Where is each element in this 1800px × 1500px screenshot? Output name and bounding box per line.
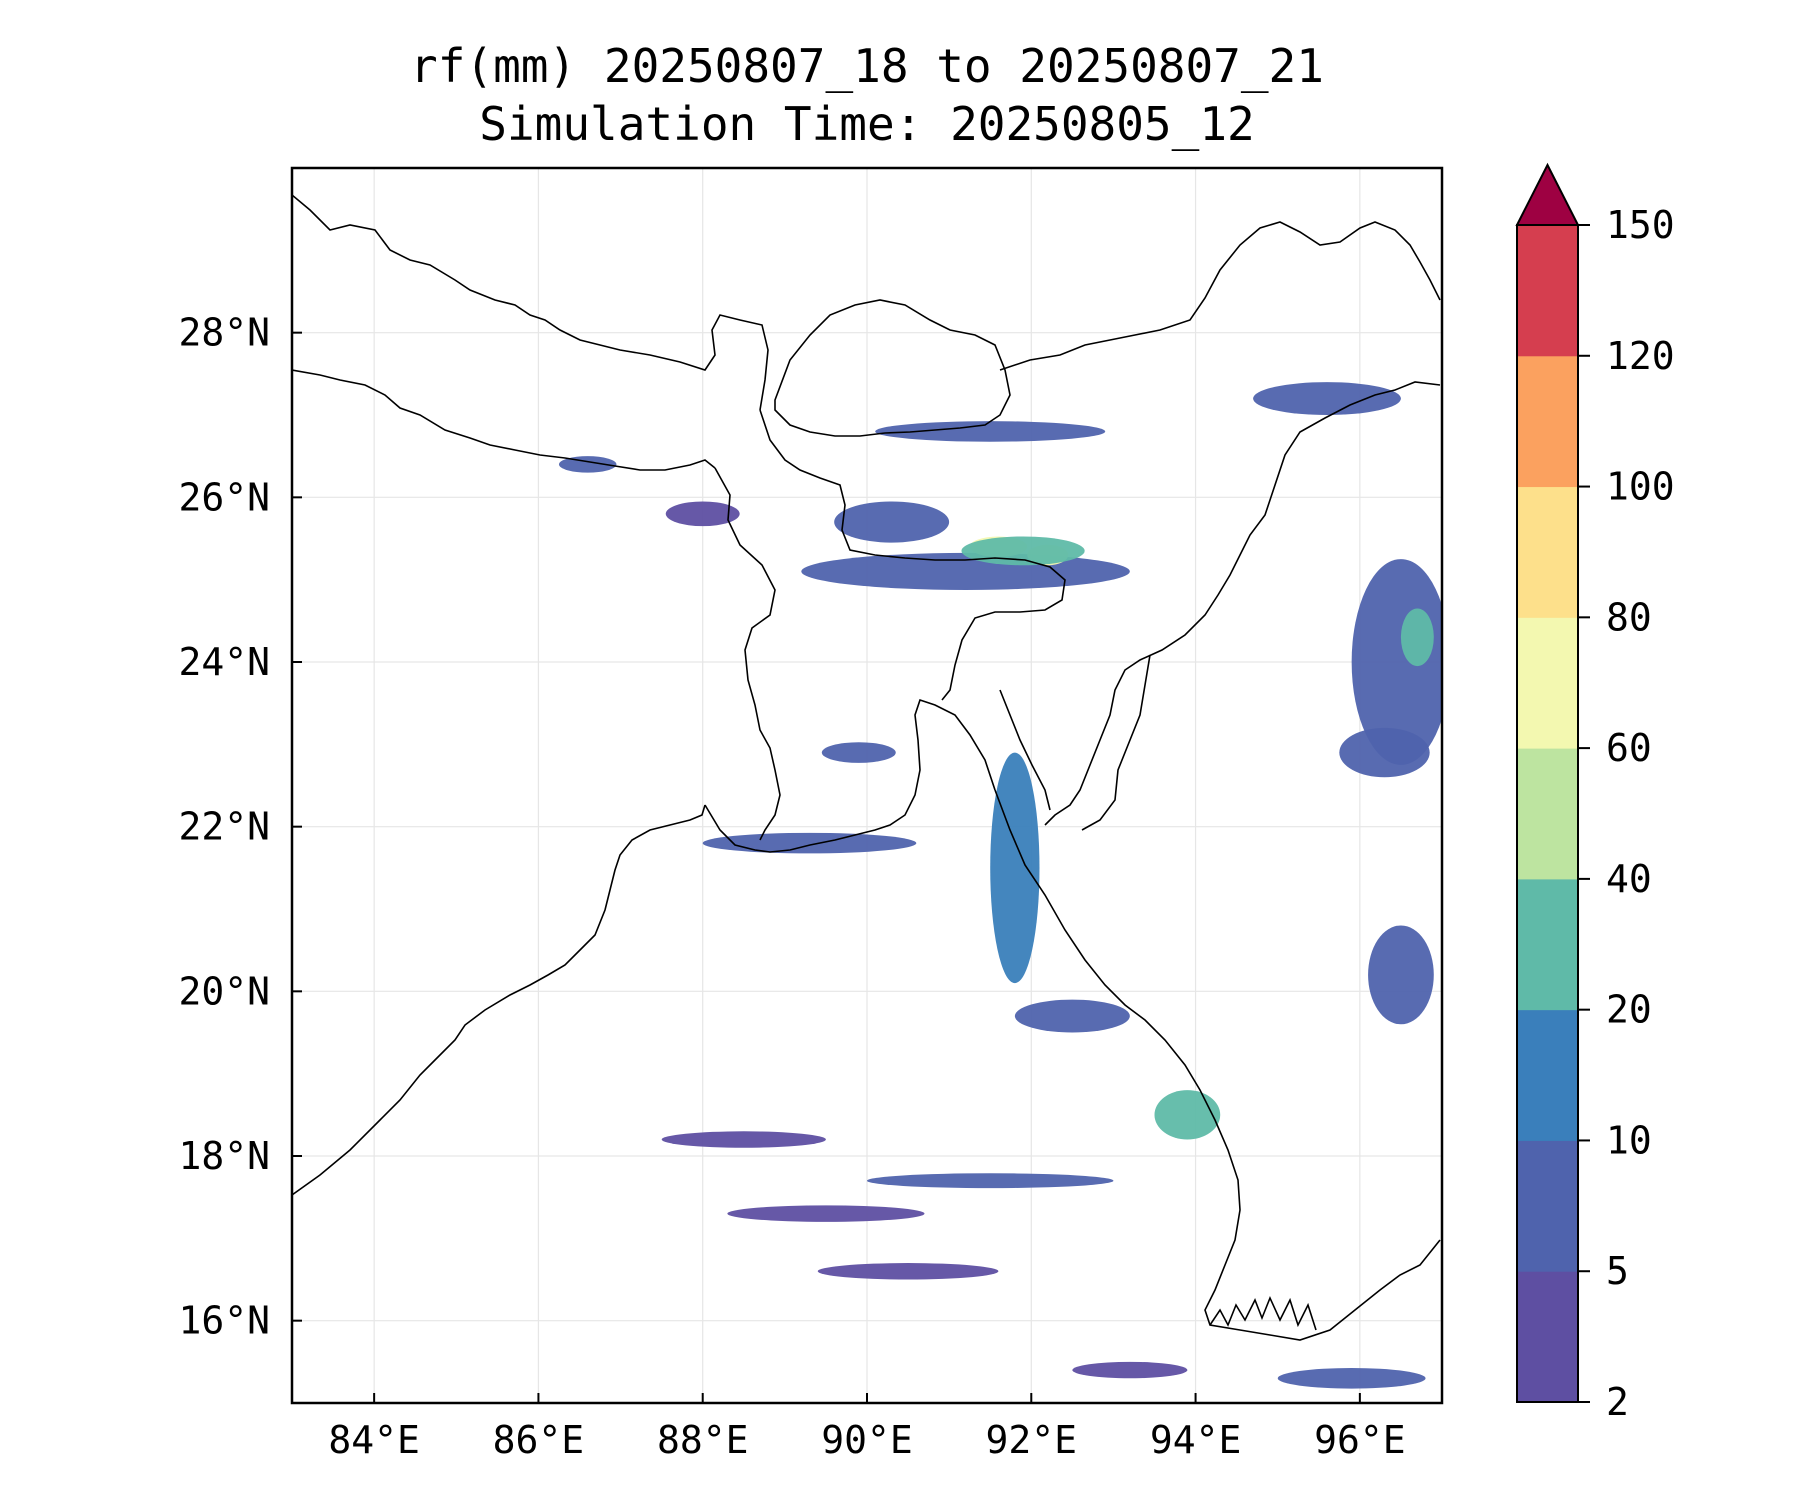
colorbar-segment-1 [1517, 1140, 1578, 1272]
colorbar-label: 5 [1606, 1249, 1629, 1293]
myanmar-coastline [994, 789, 1441, 1341]
y-tick-label: 28°N [178, 311, 270, 355]
colorbar-segment-8 [1517, 225, 1578, 357]
colorbar-label: 120 [1606, 334, 1675, 378]
colorbar-segment-4 [1517, 748, 1578, 880]
rain-cell-20 [661, 1131, 826, 1148]
title-line-2: Simulation Time: 20250805_12 [479, 97, 1254, 151]
colorbar-segment-7 [1517, 355, 1578, 488]
rain-cell-10 [1400, 608, 1434, 667]
rain-cell-1 [834, 501, 950, 543]
rain-cell-12 [1368, 925, 1434, 1025]
colorbar-label: 150 [1606, 203, 1675, 247]
y-tick-label: 24°N [178, 640, 270, 684]
colorbar-segment-0 [1517, 1271, 1578, 1403]
rain-cell-18 [867, 1173, 1114, 1189]
rainfall-field [558, 382, 1442, 1389]
colorbar-label: 40 [1606, 857, 1652, 901]
x-tick-label: 92°E [986, 1418, 1078, 1462]
rain-cell-19 [727, 1205, 925, 1222]
x-axis-ticks: 84°E 86°E 88°E 90°E 92°E 94°E 96°E [328, 1393, 1406, 1462]
colorbar-segment-2 [1517, 1009, 1578, 1141]
y-tick-label: 22°N [178, 805, 270, 849]
bhutan-border [774, 299, 1011, 437]
colorbar-label: 20 [1606, 988, 1652, 1032]
bangladesh-coastline [704, 698, 996, 853]
x-tick-label: 86°E [493, 1418, 585, 1462]
tripura-border [999, 689, 1051, 811]
x-tick-label: 84°E [328, 1418, 420, 1462]
colorbar-frame [1516, 224, 1579, 1403]
y-axis-ticks: 28°N 26°N 24°N 22°N 20°N 18°N 16°N [178, 311, 302, 1343]
rain-cell-21 [817, 1263, 999, 1280]
west-bengal-border [714, 467, 781, 841]
rain-cell-11 [1339, 727, 1430, 778]
title-line-1: rf(mm) 20250807_18 to 20250807_21 [410, 39, 1324, 93]
y-tick-label: 18°N [178, 1134, 270, 1178]
x-tick-label: 94°E [1150, 1418, 1242, 1462]
rain-cell-8 [1253, 382, 1401, 415]
rain-cell-23 [1277, 1368, 1426, 1389]
colorbar-segment-3 [1517, 878, 1578, 1011]
rain-cell-17 [821, 742, 896, 763]
india-east-coastline [292, 804, 706, 1196]
india-northeast-border [999, 221, 1441, 826]
colorbar-segment-5 [1517, 617, 1578, 749]
colorbar-label: 100 [1606, 465, 1675, 509]
colorbar-label: 10 [1606, 1118, 1652, 1162]
colorbar-label: 80 [1606, 595, 1652, 639]
y-tick-label: 16°N [178, 1299, 270, 1343]
myanmar-delta-detail [1209, 1295, 1317, 1331]
rain-cell-0 [801, 552, 1130, 590]
colorbar-label: 2 [1606, 1380, 1629, 1424]
boundary-lines [292, 194, 1441, 1341]
rain-cell-13 [990, 752, 1040, 984]
rain-cell-14 [1014, 999, 1130, 1033]
x-tick-label: 96°E [1314, 1418, 1406, 1462]
y-tick-label: 20°N [178, 969, 270, 1013]
map-panel: 84°E 86°E 88°E 90°E 92°E 94°E 96°E 28°N 26°N 24°… [178, 166, 1444, 1462]
x-tick-label: 90°E [821, 1418, 913, 1462]
x-tick-label: 88°E [657, 1418, 749, 1462]
rain-cell-7 [875, 421, 1106, 442]
colorbar-segment-6 [1517, 486, 1578, 618]
rain-cell-22 [1072, 1361, 1188, 1379]
rain-cell-15 [1154, 1090, 1221, 1140]
colorbar-label: 60 [1606, 726, 1652, 770]
colorbar: 2 5 10 20 40 60 80 100 120 150 [1515, 162, 1675, 1424]
y-tick-label: 26°N [178, 475, 270, 519]
rain-cell-5 [665, 501, 740, 527]
gridlines [292, 168, 1442, 1403]
rain-cell-16 [702, 832, 917, 854]
rain-cell-6 [558, 456, 617, 473]
manipur-border [1081, 654, 1151, 831]
nepal-border [292, 194, 769, 471]
rain-cell-4 [961, 536, 1085, 566]
colorbar-extend-arrow [1515, 162, 1580, 226]
bangladesh-northern-border [759, 409, 1066, 701]
